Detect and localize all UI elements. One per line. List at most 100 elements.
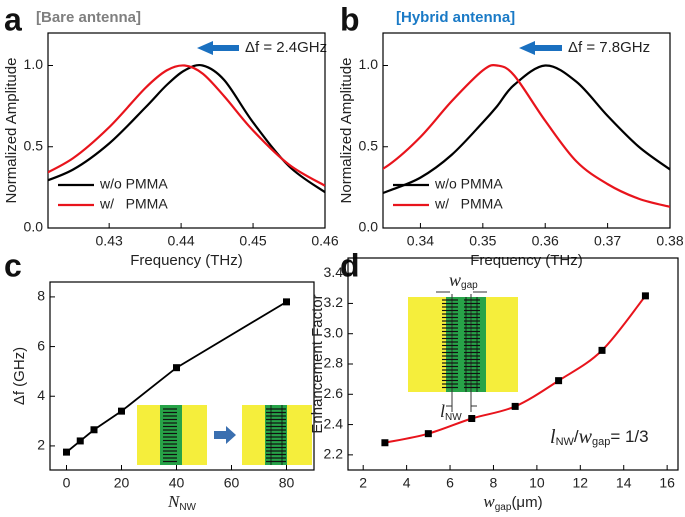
x-tick-label: 10 [529,475,545,491]
y-axis-label: Normalized Amplitude [338,58,355,204]
x-tick-label: 0.34 [407,233,434,249]
x-tick-label: 8 [490,475,498,491]
panel-label: c [4,247,22,283]
plot-frame [382,32,671,229]
point [63,448,70,456]
annotation-part: = 1/3 [610,427,648,446]
legend-label: w/o PMMA [434,176,503,192]
inset-label-part: l [440,401,445,421]
y-tick-label: 1.0 [359,56,379,72]
x-tick-label: 6 [446,475,454,491]
legend-label: w/o PMMA [99,176,168,192]
inset-label: wgap [449,270,478,291]
y-axis-label: Enhancement Factor [309,294,326,433]
plot-frame [49,281,315,471]
point [283,298,290,306]
series-line [383,63,670,208]
x-axis-label-part: (μm) [511,494,542,511]
shift-arrow [197,41,239,55]
y-tick-label: 0.0 [24,219,44,235]
y-tick-label: 0.0 [359,219,379,235]
plot-frame [47,32,326,229]
x-tick-label: 0.43 [96,233,123,249]
x-tick-label: 80 [279,475,295,491]
y-tick-label: 2 [37,437,45,453]
annotation-part: w [579,426,593,448]
annotation: Δf = 7.8GHz [568,39,650,56]
subtitle: [Bare antenna] [36,9,141,26]
x-tick-label: 60 [224,475,240,491]
legend-label: w/ PMMA [434,196,503,212]
point [381,439,389,447]
x-tick-label: 0.44 [167,233,194,249]
point [555,377,563,385]
point [641,292,649,300]
inset-antenna [265,405,287,465]
y-tick-label: 2.6 [324,385,344,401]
y-tick-label: 2.2 [324,446,344,462]
point [424,430,432,438]
annotation-part: l [550,426,556,448]
x-tick-label: 0.45 [239,233,266,249]
annotation: lNW/wgap= 1/3 [550,426,649,448]
inset-label-part: NW [445,412,462,423]
inset-antenna [160,405,182,465]
point [598,346,606,354]
x-tick-label: 12 [573,475,589,491]
inset-label: lNW [440,401,462,423]
shift-arrow [519,41,562,55]
x-axis-label: Frequency (THz) [130,252,243,269]
x-tick-label: 0.38 [656,233,683,249]
x-axis-label-part: N [167,492,181,511]
point [76,437,84,445]
series-line [48,64,325,194]
y-tick-label: 2.4 [324,415,344,431]
point [468,415,476,423]
inset-arrow [214,426,236,444]
y-tick-label: 4 [37,387,45,403]
panel-label: b [340,1,360,37]
point [90,426,98,434]
y-tick-label: 6 [37,337,45,353]
panel-label: d [340,247,360,283]
plot-area [48,64,325,194]
point [118,407,125,415]
inset-label-part: w [449,270,461,290]
y-tick-label: 3.4 [324,264,344,280]
x-axis-label-part: NW [179,502,196,513]
subtitle: [Hybrid antenna] [396,9,515,26]
x-tick-label: 4 [403,475,411,491]
x-axis-label: NNW [167,492,197,513]
panel-label: a [4,1,22,37]
y-tick-label: 3.0 [324,324,344,340]
inset-dimension [436,291,487,407]
x-tick-label: 0.46 [311,233,338,249]
x-tick-label: 2 [359,475,367,491]
point [173,364,180,372]
inset-label-part: gap [461,280,478,291]
x-tick-label: 40 [169,475,185,491]
y-tick-label: 1.0 [24,56,44,72]
x-tick-label: 0 [63,475,71,491]
x-tick-label: 0.35 [469,233,496,249]
annotation-part: gap [592,436,610,448]
y-tick-label: 0.5 [359,137,379,153]
y-tick-label: 0.5 [24,137,44,153]
x-tick-label: 0.37 [594,233,621,249]
x-tick-label: 0.36 [532,233,559,249]
y-tick-label: 8 [37,288,45,304]
y-axis-label: Δf (GHz) [11,347,28,405]
x-axis-label-part: gap [495,502,512,513]
annotation: Δf = 2.4GHz [245,39,327,56]
x-axis-label: Frequency (THz) [470,252,583,269]
point [511,402,519,410]
plot-area [383,63,670,208]
x-axis-label-part: w [483,492,495,511]
legend-label: w/ PMMA [99,196,168,212]
annotation-part: / [574,427,579,446]
x-tick-label: 14 [616,475,632,491]
x-axis-label: wgap(μm) [483,492,542,513]
x-tick-label: 20 [114,475,130,491]
y-axis-label: Normalized Amplitude [3,58,20,204]
